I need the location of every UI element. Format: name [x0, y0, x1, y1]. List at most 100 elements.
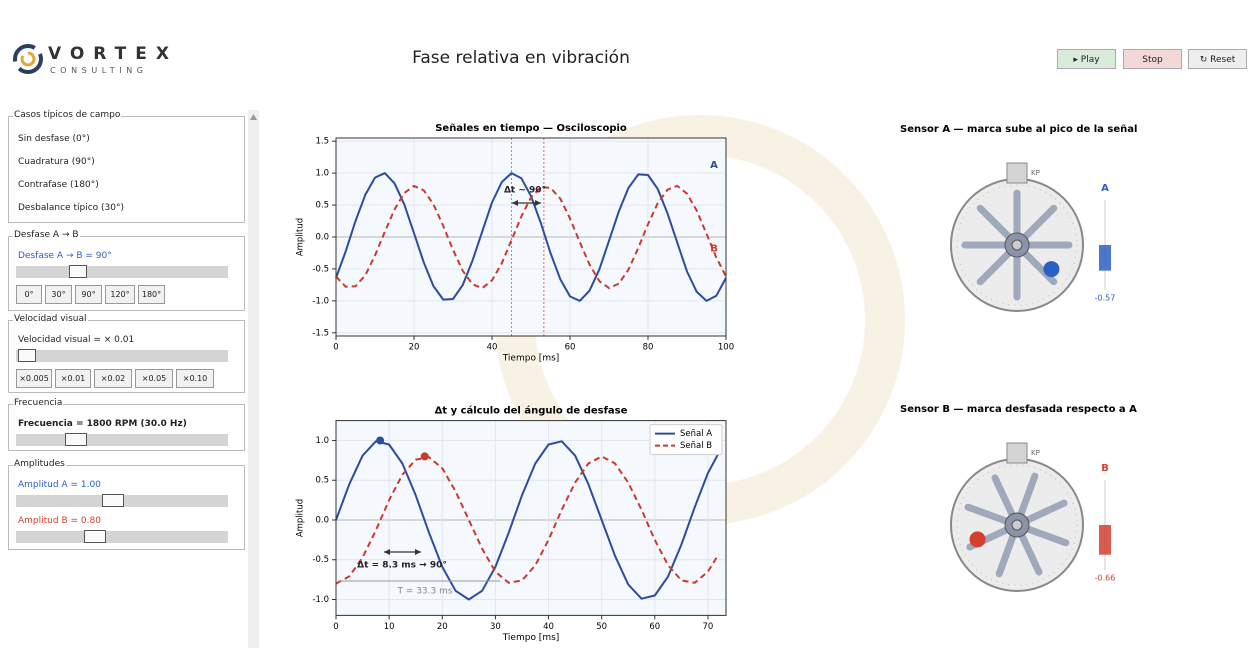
speed-button[interactable]: ×0.10 — [176, 369, 214, 388]
y-tick-label: 1.0 — [315, 169, 329, 179]
speed-label: Velocidad visual = × 0.01 — [18, 335, 135, 345]
y-axis-label: Amplitud — [296, 218, 306, 256]
level-bar — [1099, 245, 1111, 271]
phase-panel: Desfase A → B Desfase A → B = 90° 0° 30°… — [8, 230, 245, 311]
x-tick-label: 10 — [384, 622, 395, 632]
sensor-title: Sensor A — marca sube al pico de la seña… — [900, 124, 1137, 135]
frequency-slider[interactable] — [16, 433, 228, 446]
panel-title: Frecuencia — [13, 398, 64, 408]
y-tick-label: -1.0 — [312, 595, 329, 605]
y-tick-label: 0.0 — [315, 233, 329, 243]
y-tick-label: -0.5 — [312, 264, 329, 274]
y-tick-label: -0.5 — [312, 555, 329, 565]
amplitude-a-label: Amplitud A = 1.00 — [18, 480, 101, 490]
logo-icon — [13, 44, 43, 74]
keyphasor-label: KP — [1031, 169, 1040, 177]
arrow-head — [512, 200, 541, 206]
phase-button[interactable]: 30° — [45, 285, 72, 304]
x-tick-label: 60 — [649, 622, 660, 632]
amplitudes-panel: Amplitudes Amplitud A = 1.00 Amplitud B … — [8, 459, 245, 550]
x-tick-label: 20 — [437, 622, 448, 632]
keyphasor-label: KP — [1031, 449, 1040, 457]
chart-title: Señales en tiempo — Osciloscopio — [435, 123, 627, 134]
phase-label: Desfase A → B = 90° — [18, 251, 112, 261]
y-tick-label: 1.0 — [315, 436, 329, 446]
amplitude-b-label: Amplitud B = 0.80 — [18, 516, 101, 526]
series-line — [335, 455, 720, 585]
play-button[interactable]: ▸ Play — [1057, 49, 1116, 69]
series-line — [335, 440, 720, 601]
x-tick-label: 30 — [490, 622, 501, 632]
rotor-hub-core — [1011, 239, 1023, 251]
page-title: Fase relativa en vibración — [412, 48, 630, 68]
legend-label: Señal A — [680, 429, 712, 439]
peak-marker — [420, 452, 429, 461]
panel-title: Desfase A → B — [13, 230, 80, 240]
slider-knob[interactable] — [65, 433, 87, 446]
rotor-inner — [956, 464, 1078, 586]
y-tick-label: -1.5 — [312, 328, 329, 338]
case-item[interactable]: Contrafase (180°) — [18, 180, 99, 190]
y-axis-label: Amplitud — [296, 499, 306, 537]
phase-button[interactable]: 180° — [138, 285, 165, 304]
legend-label: Señal B — [680, 441, 712, 451]
value-label: -0.66 — [1095, 574, 1116, 583]
amplitude-b-slider[interactable] — [16, 530, 228, 543]
slider-knob[interactable] — [69, 265, 87, 278]
rotor-inner — [956, 184, 1078, 306]
y-tick-label: 0.5 — [315, 476, 329, 486]
phase-button[interactable]: 120° — [105, 285, 135, 304]
x-tick-label: 70 — [703, 622, 714, 632]
panel-title: Amplitudes — [13, 459, 66, 469]
keyphasor — [1006, 162, 1028, 184]
amplitude-a-slider[interactable] — [16, 494, 228, 507]
series-label: B — [710, 244, 718, 255]
speed-button[interactable]: ×0.05 — [135, 369, 173, 388]
cases-panel: Casos típicos de campo Sin desfase (0°) … — [8, 110, 245, 223]
value-label: -0.57 — [1095, 294, 1116, 303]
speed-button[interactable]: ×0.01 — [55, 369, 91, 388]
annotation: Δt = 8.3 ms → 90° — [357, 561, 447, 571]
speed-slider[interactable] — [16, 349, 228, 362]
case-item[interactable]: Sin desfase (0°) — [18, 134, 90, 144]
case-item[interactable]: Cuadratura (90°) — [18, 157, 95, 167]
phase-marker — [1043, 261, 1060, 278]
reset-button[interactable]: ↻ Reset — [1188, 49, 1247, 69]
y-tick-label: -1.0 — [312, 296, 329, 306]
x-tick-label: 20 — [409, 343, 420, 353]
x-tick-label: 100 — [718, 343, 734, 353]
speed-panel: Velocidad visual Velocidad visual = × 0.… — [8, 314, 245, 393]
phase-button[interactable]: 0° — [16, 285, 42, 304]
case-item[interactable]: Desbalance típico (30°) — [18, 203, 124, 213]
slider-knob[interactable] — [18, 349, 36, 362]
legend-box — [649, 424, 723, 456]
phase-marker — [969, 531, 986, 548]
sensor-title: Sensor B — marca desfasada respecto a A — [900, 404, 1137, 415]
speed-button[interactable]: ×0.005 — [16, 369, 52, 388]
phase-button[interactable]: 90° — [75, 285, 102, 304]
y-tick-label: 0.5 — [315, 201, 329, 211]
y-tick-label: 0.0 — [315, 515, 329, 525]
x-tick-label: 40 — [487, 343, 498, 353]
x-tick-label: 60 — [565, 343, 576, 353]
logo-sub: CONSULTING — [50, 66, 148, 75]
slider-knob[interactable] — [102, 494, 124, 507]
peak-marker — [376, 436, 385, 445]
scroll-arrow[interactable] — [250, 114, 257, 120]
frequency-label: Frecuencia = 1800 RPM (30.0 Hz) — [18, 419, 187, 429]
x-tick-label: 0 — [333, 622, 338, 632]
chart-title: Δt y cálculo del ángulo de desfase — [435, 405, 628, 417]
x-axis-label: Tiempo [ms] — [502, 633, 560, 643]
annotation: Δt ~ 90° — [504, 186, 546, 196]
logo-name: VORTEX — [48, 44, 178, 64]
phase-slider[interactable] — [16, 265, 228, 278]
stop-button[interactable]: Stop — [1123, 49, 1182, 69]
slider-knob[interactable] — [84, 530, 106, 543]
rotor-hub-core — [1011, 519, 1023, 531]
panel-title: Velocidad visual — [13, 314, 88, 324]
speed-button[interactable]: ×0.02 — [94, 369, 132, 388]
x-tick-label: 0 — [333, 343, 338, 353]
bar-label: B — [1101, 463, 1109, 474]
scrollbar[interactable] — [248, 110, 259, 648]
